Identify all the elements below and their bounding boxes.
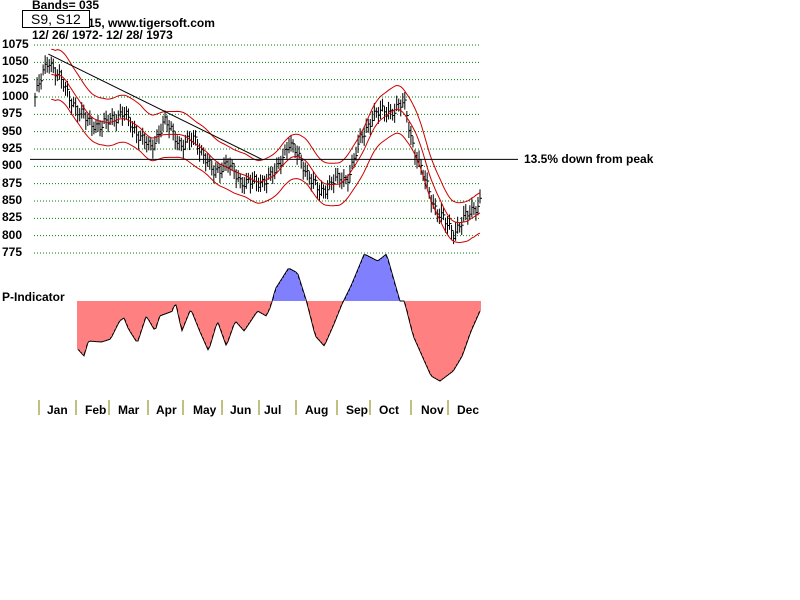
y-tick-label: 1000	[2, 89, 29, 103]
y-tick-label: 975	[2, 106, 23, 121]
month-label: Apr	[156, 403, 177, 417]
y-tick-label: 825	[2, 210, 23, 225]
month-label: Jun	[230, 403, 252, 417]
y-tick-label: 950	[2, 123, 23, 138]
y-tick-label: 1025	[2, 71, 29, 86]
source-label: 15, www.tigersoft.com	[88, 16, 215, 30]
trendline	[48, 53, 263, 160]
y-tick-label: 925	[2, 141, 23, 155]
month-label: Dec	[457, 403, 480, 417]
y-tick-label: 875	[2, 175, 23, 190]
band-mid	[51, 73, 481, 224]
y-tick-label: 775	[2, 245, 23, 259]
y-tick-label: 1050	[2, 54, 29, 69]
month-label: Mar	[118, 403, 140, 417]
bands-label: Bands= 035	[32, 0, 100, 12]
month-label: May	[193, 403, 217, 417]
indicator-label: P-Indicator	[2, 290, 65, 304]
month-label: Sep	[346, 403, 369, 417]
month-label: Feb	[85, 403, 107, 417]
y-tick-label: 1075	[2, 37, 29, 51]
month-label: Nov	[421, 403, 444, 417]
indicator-line	[77, 253, 481, 382]
y-tick-label: 850	[2, 193, 23, 207]
y-tick-label: 900	[2, 158, 23, 173]
month-label: Oct	[379, 403, 400, 417]
signals-box: S9, S12	[22, 10, 90, 28]
band-lo	[51, 98, 481, 244]
month-label: Jan	[47, 403, 68, 417]
y-tick-label: 800	[2, 227, 23, 242]
month-label: Jul	[264, 403, 282, 417]
peak-annotation: 13.5% down from peak	[524, 152, 654, 166]
date-range: 12/ 26/ 1972- 12/ 28/ 1973	[32, 28, 173, 42]
band-up	[51, 48, 481, 204]
month-label: Aug	[305, 403, 329, 417]
